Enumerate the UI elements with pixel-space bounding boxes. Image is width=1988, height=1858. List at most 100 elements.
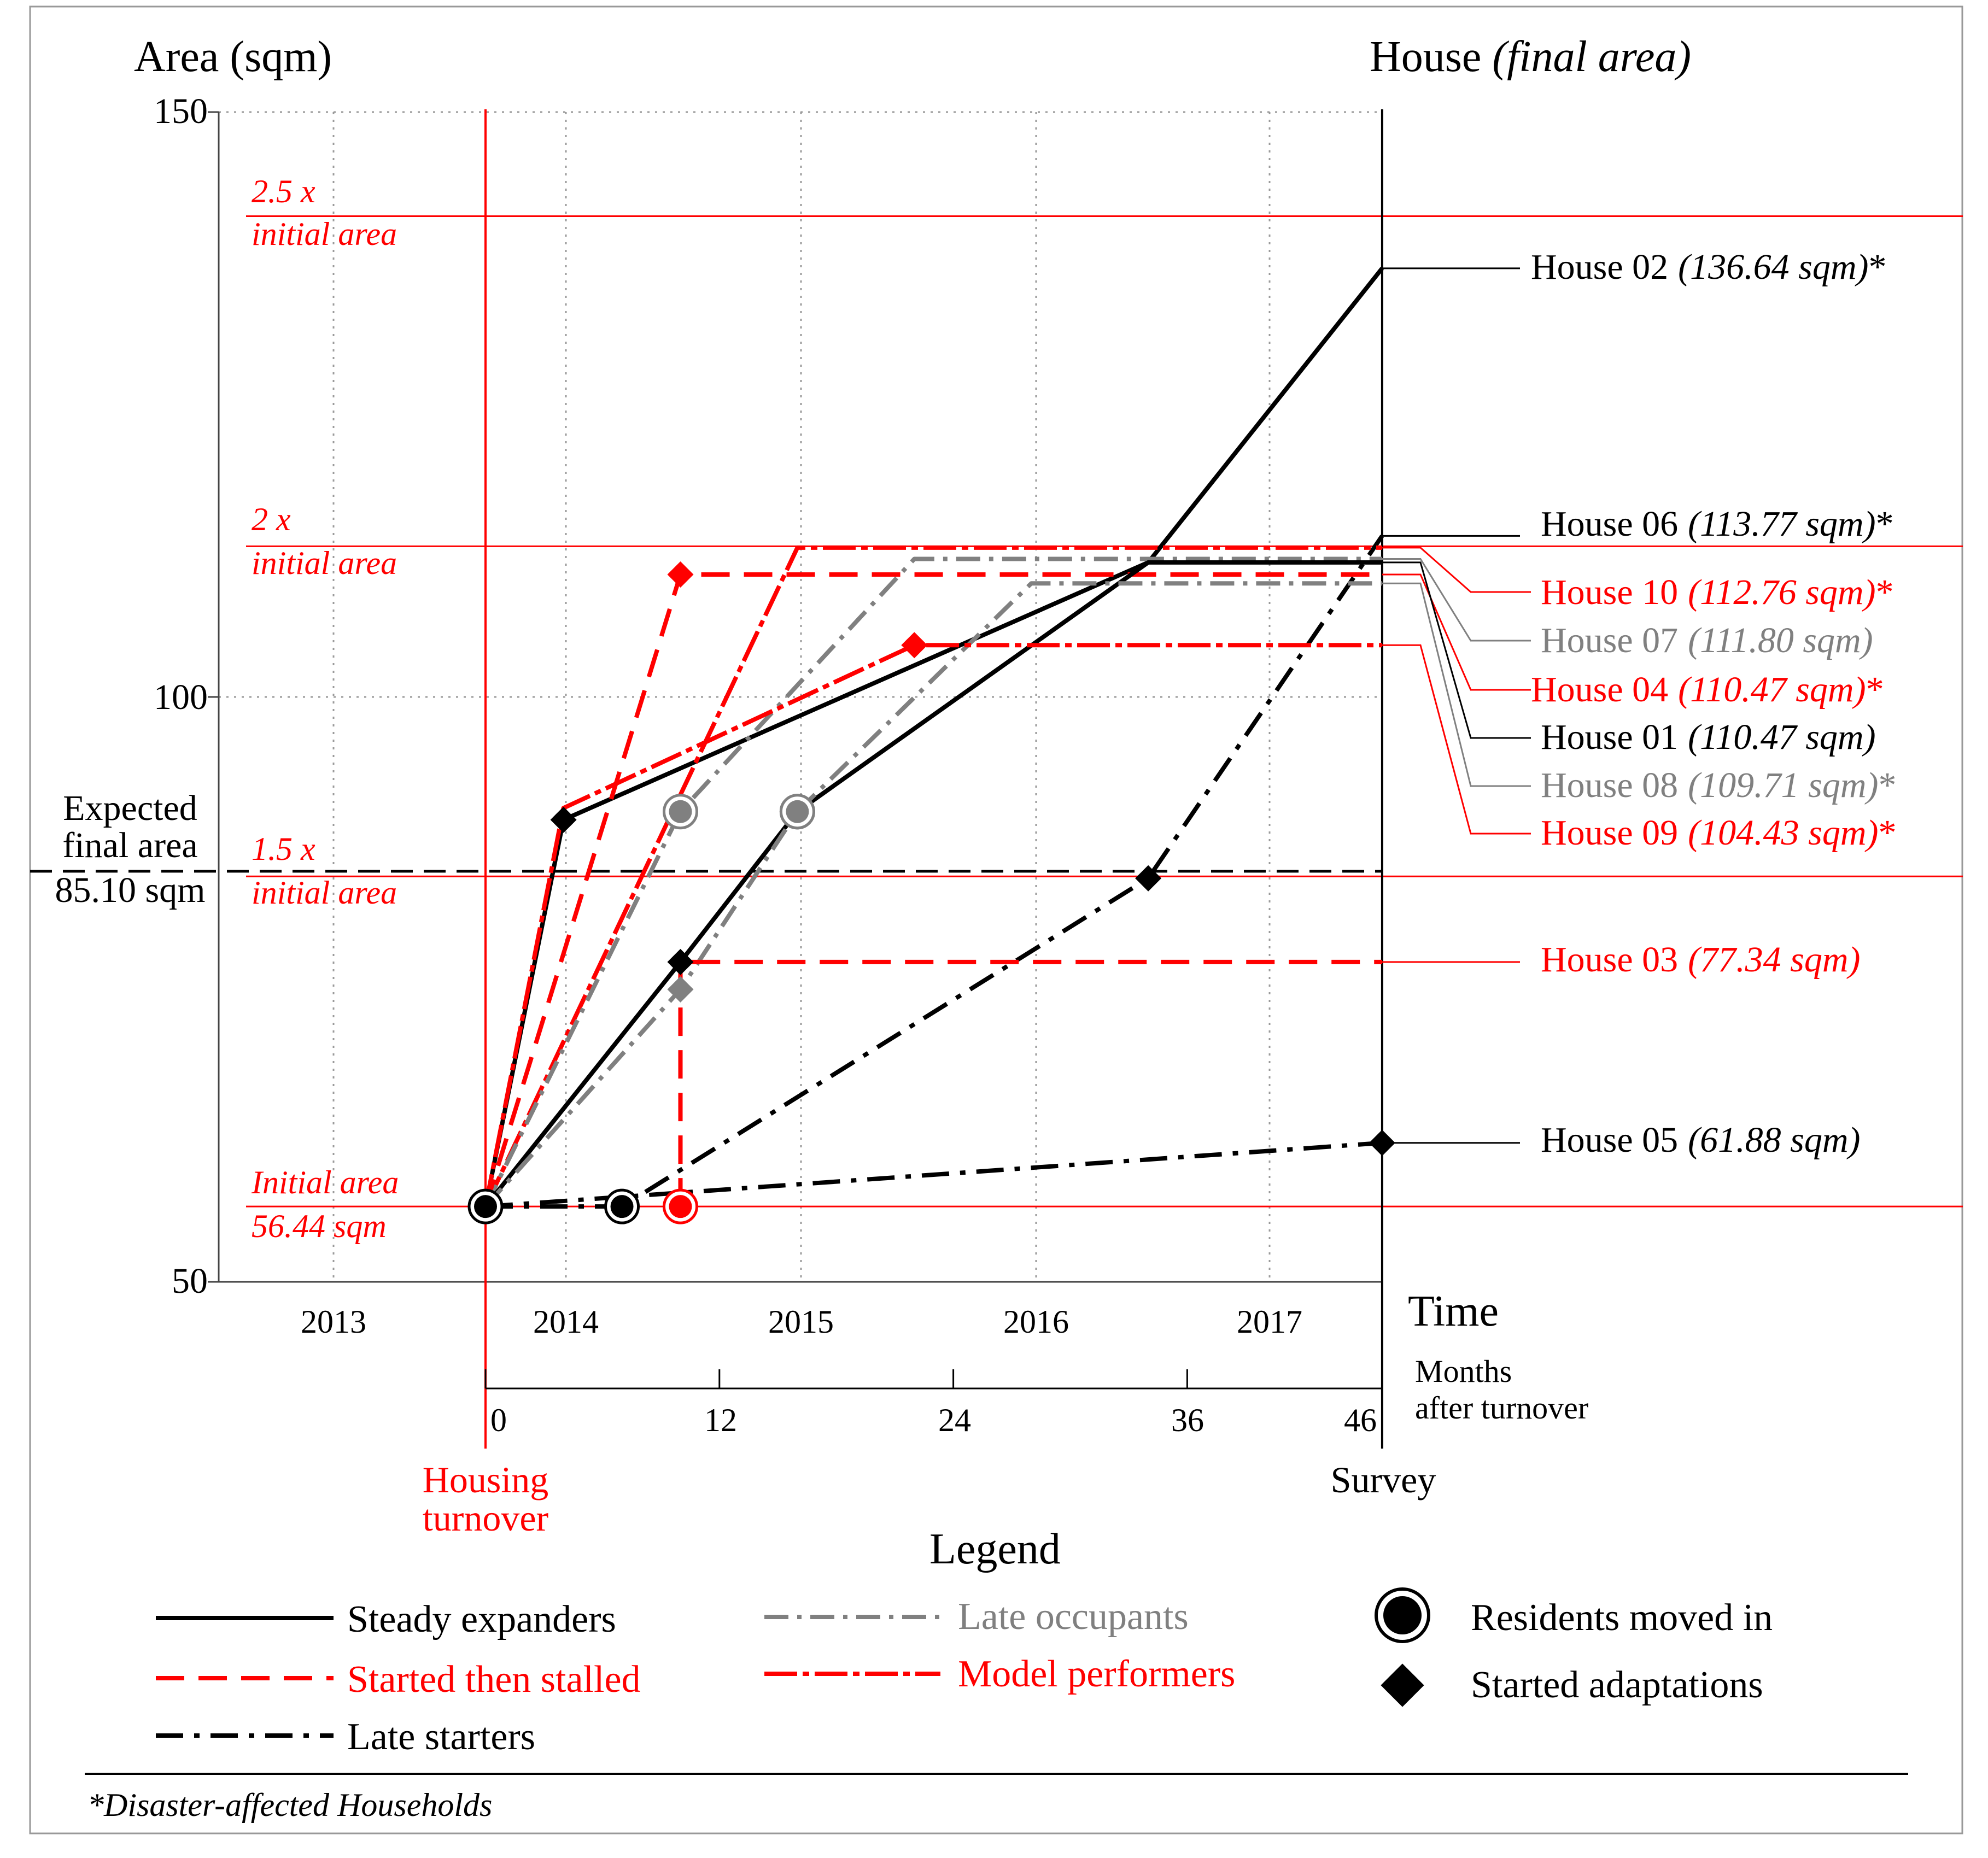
month-tick-0: 0 bbox=[490, 1402, 507, 1438]
house-name: House 03 bbox=[1541, 940, 1678, 980]
house-star: * bbox=[1868, 247, 1886, 287]
moved-in-marker-core bbox=[669, 1195, 692, 1218]
house-name: House 10 bbox=[1541, 572, 1678, 612]
label-connectors bbox=[1382, 267, 1531, 1144]
house-final: (104.43 sqm) bbox=[1688, 813, 1878, 853]
months-label-1: Months bbox=[1415, 1353, 1512, 1389]
house-label-07: House 07 (111.80 sqm) bbox=[1541, 620, 1873, 660]
right-title-plain: House bbox=[1370, 33, 1492, 81]
started-marker bbox=[1135, 865, 1162, 892]
turnover-label-2: turnover bbox=[423, 1497, 549, 1539]
markers-layer bbox=[467, 561, 1395, 1224]
year-label-2014: 2014 bbox=[533, 1304, 599, 1340]
ref-label-2.5x-2: initial area bbox=[252, 216, 397, 252]
turnover-label-1: Housing bbox=[423, 1459, 548, 1501]
house-connector bbox=[1382, 558, 1531, 642]
month-tick-12: 12 bbox=[704, 1402, 737, 1438]
house-label-10: House 10 (112.76 sqm)* bbox=[1541, 572, 1894, 612]
year-label-2017: 2017 bbox=[1237, 1304, 1302, 1340]
house-connector bbox=[1382, 561, 1531, 739]
house-final: (111.80 sqm) bbox=[1688, 620, 1873, 660]
house-star: * bbox=[1866, 670, 1884, 710]
house-name: House 07 bbox=[1541, 620, 1678, 660]
right-title-italic: (final area) bbox=[1492, 33, 1691, 81]
y-tick-150: 150 bbox=[154, 91, 208, 131]
started-marker bbox=[1369, 1129, 1395, 1156]
series-line bbox=[483, 572, 1382, 1208]
legend-started-icon bbox=[1381, 1663, 1424, 1707]
legend-label-late-starters: Late starters bbox=[347, 1716, 535, 1758]
house-labels: House 02 (136.64 sqm)* House 06 (113.77 sq… bbox=[1531, 247, 1896, 1160]
house-star: * bbox=[1878, 813, 1896, 853]
house-connector bbox=[1382, 644, 1531, 835]
figure-frame bbox=[29, 5, 1963, 1834]
started-marker bbox=[901, 632, 928, 659]
started-marker bbox=[667, 976, 694, 1003]
house-final: (110.47 sqm) bbox=[1678, 670, 1866, 710]
house-label-09: House 09 (104.43 sqm)* bbox=[1541, 813, 1896, 853]
house-final: (113.77 sqm) bbox=[1688, 504, 1875, 544]
series-line bbox=[484, 581, 1382, 1208]
house-label-04: House 04 (110.47 sqm)* bbox=[1531, 670, 1884, 710]
house-final: (61.88 sqm) bbox=[1688, 1120, 1860, 1160]
started-marker bbox=[667, 948, 694, 975]
house-name: House 05 bbox=[1541, 1120, 1678, 1160]
reference-lines bbox=[30, 215, 1963, 1208]
legend-label-steady: Steady expanders bbox=[347, 1598, 616, 1640]
series-line bbox=[483, 643, 1382, 1207]
axes bbox=[208, 109, 1383, 1449]
y-tick-50: 50 bbox=[172, 1261, 208, 1301]
footnote: *Disaster-affected Households bbox=[87, 1787, 492, 1823]
expected-label-1: Expected bbox=[63, 788, 197, 828]
moved-in-marker-core bbox=[610, 1195, 634, 1218]
ref-label-initial-2: 56.44 sqm bbox=[252, 1208, 387, 1244]
house-final: (77.34 sqm) bbox=[1688, 940, 1860, 980]
house-label-05: House 05 (61.88 sqm) bbox=[1541, 1120, 1860, 1160]
house-name: House 02 bbox=[1531, 247, 1668, 287]
house-label-03: House 03 (77.34 sqm) bbox=[1541, 940, 1860, 980]
house-final: (136.64 sqm) bbox=[1678, 247, 1868, 287]
year-label-2016: 2016 bbox=[1003, 1304, 1069, 1340]
series-line bbox=[483, 556, 1382, 1208]
ref-label-2x-2: initial area bbox=[252, 545, 397, 581]
legend-moved-in-icon bbox=[1383, 1596, 1422, 1634]
house-star: * bbox=[1876, 504, 1894, 544]
house-name: House 08 bbox=[1541, 765, 1678, 805]
house-name: House 06 bbox=[1541, 504, 1678, 544]
right-title: House (final area) bbox=[1370, 33, 1691, 81]
survey-label: Survey bbox=[1331, 1459, 1436, 1501]
house-connector bbox=[1382, 547, 1531, 593]
house-final: (112.76 sqm) bbox=[1688, 572, 1875, 612]
month-tick-24: 24 bbox=[938, 1402, 971, 1438]
moved-in-marker-core bbox=[669, 800, 692, 823]
series-layer bbox=[483, 267, 1384, 1209]
started-marker bbox=[550, 806, 577, 833]
series-line bbox=[483, 545, 1382, 1208]
legend-label-model: Model performers bbox=[958, 1653, 1235, 1695]
x-axis-title: Time bbox=[1408, 1287, 1499, 1335]
legend-label-moved-in: Residents moved in bbox=[1471, 1597, 1773, 1639]
house-connector bbox=[1382, 573, 1531, 691]
moved-in-marker-core bbox=[786, 800, 809, 823]
expected-label-2: final area bbox=[62, 825, 197, 865]
ref-label-1.5x-2: initial area bbox=[252, 875, 397, 911]
series-line bbox=[483, 267, 1384, 1207]
ref-label-initial-1: Initial area bbox=[251, 1164, 399, 1200]
legend-label-started: Started adaptations bbox=[1471, 1664, 1763, 1706]
ref-label-2.5x-1: 2.5 x bbox=[252, 173, 315, 209]
house-label-06: House 06 (113.77 sqm)* bbox=[1541, 504, 1894, 544]
moved-in-marker-core bbox=[474, 1195, 497, 1218]
house-label-01: House 01 (110.47 sqm) bbox=[1541, 717, 1876, 757]
y-axis-title: Area (sqm) bbox=[134, 33, 332, 81]
ref-label-2x-1: 2 x bbox=[252, 501, 291, 537]
house-name: House 04 bbox=[1531, 670, 1668, 710]
legend-title: Legend bbox=[929, 1525, 1061, 1573]
started-marker bbox=[667, 561, 694, 588]
month-tick-36: 36 bbox=[1171, 1402, 1204, 1438]
months-label-2: after turnover bbox=[1415, 1390, 1588, 1426]
ref-label-1.5x-1: 1.5 x bbox=[252, 831, 315, 867]
expected-label-3: 85.10 sqm bbox=[55, 870, 205, 910]
house-name: House 09 bbox=[1541, 813, 1678, 853]
house-star: * bbox=[1876, 572, 1894, 612]
